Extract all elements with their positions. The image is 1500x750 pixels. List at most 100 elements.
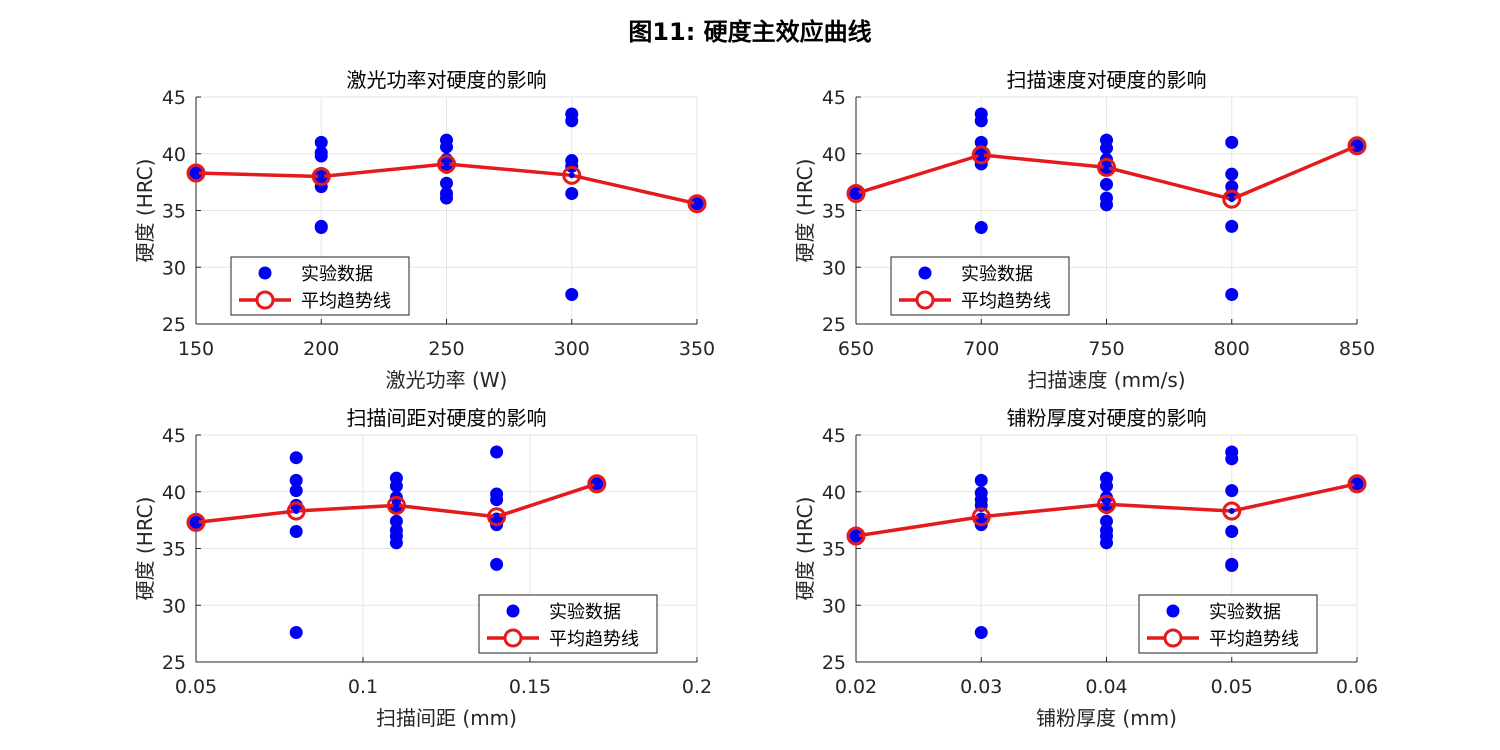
trend-point-dot [1354, 142, 1360, 149]
x-tick-label: 0.05 [1211, 676, 1253, 698]
data-point [314, 149, 328, 163]
x-tick-label: 0.2 [682, 676, 712, 698]
trend-point-marker [286, 501, 306, 521]
trend-point-marker [971, 145, 991, 165]
subplot-title: 激光功率对硬度的影响 [347, 68, 547, 92]
trend-point-dot [1228, 508, 1235, 515]
legend-scatter-marker [506, 604, 520, 618]
legend-label-scatter: 实验数据 [549, 602, 621, 623]
trend-point-marker [1222, 189, 1242, 209]
x-axis-label: 铺粉厚度 (mm) [1036, 706, 1177, 730]
y-tick-label: 25 [162, 314, 186, 336]
trend-point-marker [1097, 157, 1116, 177]
trend-point-dot [443, 160, 450, 167]
data-point [289, 524, 303, 538]
legend-label-trend: 平均趋势线 [1209, 629, 1299, 650]
data-point [440, 176, 453, 190]
x-axis-label: 扫描速度 (mm/s) [1027, 368, 1185, 392]
y-tick-label: 30 [822, 257, 846, 279]
trend-point-marker [971, 507, 991, 527]
x-tick-label: 0.05 [175, 676, 217, 698]
data-point [1225, 484, 1239, 498]
trend-point-marker [846, 183, 866, 203]
data-point [1225, 219, 1239, 233]
trend-point-marker [1347, 136, 1367, 156]
trend-point-marker [687, 194, 707, 214]
data-point [1225, 135, 1239, 149]
x-tick-label: 0.1 [348, 676, 378, 698]
data-point [389, 514, 403, 528]
y-tick-label: 40 [162, 482, 186, 504]
y-tick-label: 35 [162, 539, 186, 561]
data-point [1225, 452, 1239, 466]
legend-scatter-marker [918, 266, 932, 280]
trend-point-marker [437, 154, 456, 174]
legend-trend-marker [503, 628, 523, 648]
y-axis-label: 硬度 (HRC) [793, 497, 817, 601]
x-tick-label: 700 [963, 338, 999, 360]
data-point [490, 445, 504, 459]
subplot-title: 铺粉厚度对硬度的影响 [1007, 406, 1207, 430]
trend-point-dot [193, 519, 199, 526]
y-tick-label: 45 [162, 425, 186, 447]
data-point [314, 221, 328, 235]
data-point [440, 140, 453, 154]
legend-label-trend: 平均趋势线 [549, 629, 639, 650]
x-tick-label: 250 [428, 338, 464, 360]
y-tick-label: 25 [162, 652, 186, 674]
trend-point-dot [568, 172, 575, 179]
trend-point-dot [1228, 196, 1235, 203]
y-tick-label: 30 [162, 595, 186, 617]
data-point [289, 473, 303, 487]
y-tick-label: 30 [162, 257, 186, 279]
trend-point-marker [587, 474, 607, 494]
legend-trend-marker [1163, 628, 1183, 648]
trend-point-dot [1354, 480, 1360, 487]
x-tick-label: 0.15 [509, 676, 551, 698]
legend-trend-marker [915, 290, 935, 310]
x-tick-label: 150 [178, 338, 214, 360]
trend-point-dot [694, 200, 700, 207]
trend-point-dot [978, 151, 985, 158]
data-point [289, 484, 303, 498]
y-tick-label: 35 [822, 539, 846, 561]
trend-point-dot [593, 480, 600, 487]
trend-point-dot [493, 513, 500, 520]
data-point [974, 473, 988, 487]
data-point [1225, 559, 1239, 573]
legend-scatter-marker [258, 266, 272, 280]
y-axis-label: 硬度 (HRC) [133, 497, 157, 601]
y-tick-label: 45 [162, 87, 186, 109]
x-tick-label: 200 [303, 338, 339, 360]
trend-point-marker [1347, 474, 1367, 494]
y-tick-label: 40 [822, 144, 846, 166]
data-point [974, 625, 988, 639]
data-point [314, 135, 328, 149]
trend-point-dot [1103, 501, 1110, 508]
x-tick-label: 0.04 [1085, 676, 1127, 698]
figure-title: 图11: 硬度主效应曲线 [628, 18, 872, 46]
x-tick-label: 800 [1214, 338, 1250, 360]
data-point [565, 287, 579, 301]
x-tick-label: 850 [1339, 338, 1375, 360]
trend-point-marker [1097, 494, 1116, 514]
trend-point-dot [978, 513, 985, 520]
data-point [974, 114, 988, 128]
y-tick-label: 25 [822, 652, 846, 674]
trend-point-dot [318, 173, 325, 180]
x-tick-label: 0.03 [960, 676, 1002, 698]
subplot-title: 扫描间距对硬度的影响 [347, 406, 547, 430]
data-point [389, 479, 403, 493]
legend-label-trend: 平均趋势线 [301, 291, 391, 312]
data-point [490, 557, 504, 571]
x-axis-label: 激光功率 (W) [386, 368, 508, 392]
legend-label-scatter: 实验数据 [301, 264, 373, 285]
x-tick-label: 0.02 [835, 676, 877, 698]
data-point [490, 493, 504, 507]
y-tick-label: 45 [822, 425, 846, 447]
trend-point-marker [562, 165, 582, 185]
